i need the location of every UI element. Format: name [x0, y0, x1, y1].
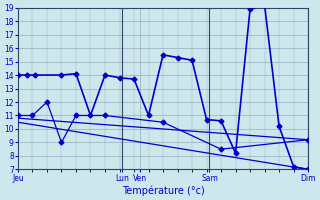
X-axis label: Température (°c): Température (°c): [122, 185, 204, 196]
